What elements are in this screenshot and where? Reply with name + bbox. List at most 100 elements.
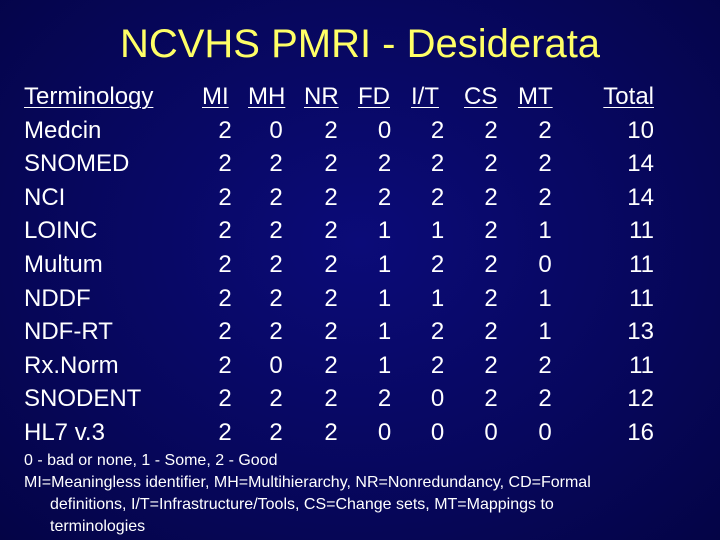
score-cell: 2 <box>484 250 498 278</box>
score-cell: 0 <box>269 116 283 144</box>
table-row: LOINC 2 2 2 1 1 2 1 11 <box>24 214 662 248</box>
score-cell: 2 <box>218 351 232 379</box>
notes: 0 - bad or none, 1 - Some, 2 - Good MI=M… <box>24 450 700 538</box>
score-cell: 11 <box>629 284 654 312</box>
abbreviation-legend-line-3: terminologies <box>50 518 146 535</box>
score-cell: 2 <box>269 217 283 245</box>
score-cell: 2 <box>269 150 283 178</box>
score-cell: 0 <box>269 351 283 379</box>
score-cell: 2 <box>484 318 498 346</box>
score-scale-note: 0 - bad or none, 1 - Some, 2 - Good <box>24 452 278 469</box>
score-cell: 2 <box>324 250 338 278</box>
column-header-mi: MI <box>202 83 229 110</box>
score-cell: 0 <box>430 418 445 446</box>
score-cell: 1 <box>538 318 552 346</box>
score-cell: 2 <box>218 284 232 312</box>
terminology-name-cell: NDDF <box>24 284 91 312</box>
column-header-nr: NR <box>304 83 339 110</box>
score-cell: 2 <box>218 250 232 278</box>
column-header-it: I/T <box>411 83 439 110</box>
abbreviation-legend-line-2: definitions, I/T=Infrastructure/Tools, C… <box>50 496 554 513</box>
score-cell: 12 <box>627 385 654 413</box>
score-cell: 1 <box>377 318 392 346</box>
score-cell: 11 <box>629 250 654 278</box>
column-header-fd: FD <box>358 83 390 110</box>
score-cell: 2 <box>324 418 338 446</box>
score-cell: 16 <box>627 418 654 446</box>
score-cell: 2 <box>484 183 498 211</box>
score-cell: 2 <box>538 351 552 379</box>
score-cell: 2 <box>324 183 338 211</box>
score-cell: 1 <box>430 217 445 245</box>
abbreviation-legend-line-1: MI=Meaningless identifier, MH=Multihiera… <box>24 474 591 491</box>
score-cell: 2 <box>218 385 232 413</box>
score-cell: 14 <box>627 150 654 178</box>
slide-title: NCVHS PMRI - Desiderata <box>119 22 601 66</box>
terminology-name-cell: Multum <box>24 250 103 278</box>
table-row: HL7 v.3 2 2 2 0 0 0 0 16 <box>24 416 662 450</box>
column-header-total: Total <box>603 83 654 110</box>
score-cell: 10 <box>627 116 654 144</box>
terminology-name-cell: Medcin <box>24 116 102 144</box>
score-cell: 2 <box>538 183 552 211</box>
terminology-name-cell: SNOMED <box>24 150 130 178</box>
score-cell: 2 <box>269 183 283 211</box>
table-row: NCI 2 2 2 2 2 2 2 14 <box>24 181 662 215</box>
score-cell: 1 <box>538 284 552 312</box>
score-cell: 2 <box>218 418 232 446</box>
score-cell: 2 <box>430 351 445 379</box>
score-cell: 2 <box>324 284 338 312</box>
terminology-name-cell: NCI <box>24 183 66 211</box>
score-cell: 2 <box>324 318 338 346</box>
score-cell: 1 <box>538 217 552 245</box>
score-cell: 11 <box>629 217 654 245</box>
column-header-terminology: Terminology <box>24 83 154 110</box>
score-cell: 2 <box>269 318 283 346</box>
table-row: Medcin 2 0 2 0 2 2 2 10 <box>24 114 662 148</box>
score-cell: 2 <box>538 150 552 178</box>
table-header-row: Terminology MI MH NR FD I/T CS MT Total <box>24 80 662 114</box>
terminology-name-cell: NDF-RT <box>24 318 113 346</box>
column-header-mh: MH <box>248 83 286 110</box>
score-cell: 2 <box>484 217 498 245</box>
score-cell: 2 <box>324 217 338 245</box>
score-cell: 2 <box>269 250 283 278</box>
terminology-name-cell: SNODENT <box>24 385 142 413</box>
score-cell: 0 <box>538 418 552 446</box>
score-cell: 1 <box>377 217 392 245</box>
score-cell: 0 <box>430 385 445 413</box>
score-cell: 2 <box>269 385 283 413</box>
score-cell: 14 <box>627 183 654 211</box>
score-cell: 1 <box>377 250 392 278</box>
score-cell: 2 <box>269 284 283 312</box>
score-cell: 2 <box>218 116 232 144</box>
score-cell: 2 <box>218 183 232 211</box>
score-cell: 2 <box>484 385 498 413</box>
score-cell: 2 <box>324 150 338 178</box>
table-row: Multum 2 2 2 1 2 2 0 11 <box>24 248 662 282</box>
score-cell: 2 <box>430 116 445 144</box>
terminology-name-cell: Rx.Norm <box>24 351 119 379</box>
score-cell: 2 <box>484 150 498 178</box>
score-cell: 2 <box>430 250 445 278</box>
score-cell: 1 <box>377 351 392 379</box>
score-cell: 0 <box>484 418 498 446</box>
score-cell: 13 <box>627 318 654 346</box>
score-cell: 2 <box>324 385 338 413</box>
table-row: SNODENT 2 2 2 2 0 2 2 12 <box>24 382 662 416</box>
table-row: NDDF 2 2 2 1 1 2 1 11 <box>24 282 662 316</box>
score-cell: 0 <box>377 418 392 446</box>
score-cell: 2 <box>377 183 392 211</box>
table-body: Medcin 2 0 2 0 2 2 2 10 SNOMED 2 2 2 2 2 2 2 14 NCI 2 2 2 2 2 2 2… <box>24 114 662 450</box>
score-cell: 2 <box>218 150 232 178</box>
score-cell: 0 <box>377 116 392 144</box>
score-cell: 2 <box>218 217 232 245</box>
score-cell: 1 <box>377 284 392 312</box>
column-header-cs: CS <box>464 83 498 110</box>
desiderata-table: Terminology MI MH NR FD I/T CS MT Total … <box>24 80 662 450</box>
score-cell: 0 <box>538 250 552 278</box>
score-cell: 2 <box>484 116 498 144</box>
table-row: SNOMED 2 2 2 2 2 2 2 14 <box>24 147 662 181</box>
score-cell: 11 <box>629 351 654 379</box>
score-cell: 2 <box>324 116 338 144</box>
